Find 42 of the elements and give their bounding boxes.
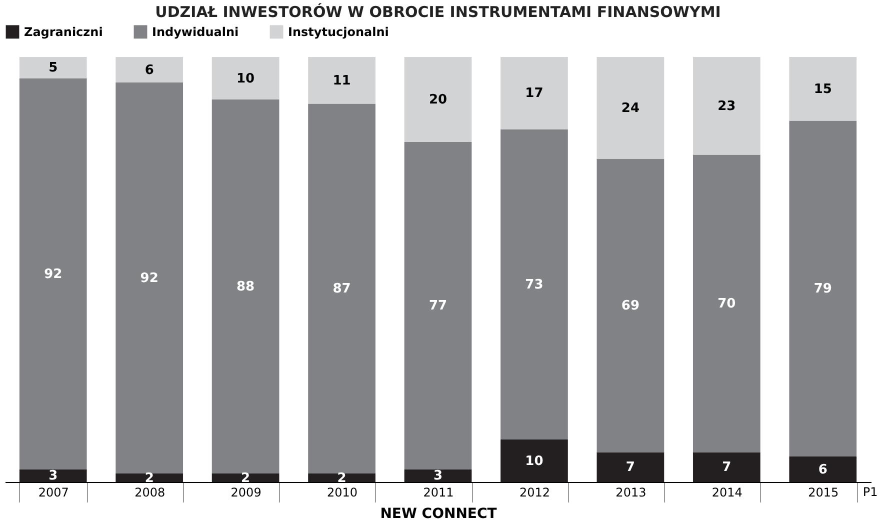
data-label: 24	[621, 101, 640, 116]
data-label: 92	[44, 266, 62, 282]
data-label: 69	[621, 298, 640, 314]
x-tick-label: 2014	[712, 486, 742, 500]
data-label: 87	[332, 282, 351, 297]
data-label: 10	[236, 71, 255, 86]
x-tick-label: 2009	[230, 486, 262, 500]
data-label: 20	[428, 92, 448, 108]
legend-label: Indywidualni	[152, 24, 239, 39]
data-label: 79	[814, 282, 832, 297]
x-tick-label: 2011	[423, 486, 454, 500]
data-label: 11	[332, 73, 351, 88]
data-label: 23	[718, 98, 736, 114]
text: P1	[862, 485, 878, 499]
data-label: 3	[433, 468, 443, 484]
x-tick-label: 2013	[616, 486, 646, 500]
chart-title: UDZIAŁ INWESTORÓW W OBROCIE INSTRUMENTAMI FINANSOWYMI	[155, 3, 721, 21]
data-label: 92	[140, 271, 158, 286]
data-label: 73	[525, 277, 544, 292]
data-label: 77	[428, 298, 448, 314]
data-label: 7	[722, 460, 732, 476]
x-tick-label: 2007	[38, 486, 69, 500]
data-label: 5	[48, 60, 58, 76]
data-label: 7	[626, 460, 635, 476]
data-label: 10	[525, 454, 544, 469]
data-label: 2	[241, 470, 250, 486]
x-axis-title: NEW CONNECT	[380, 506, 498, 522]
legend-label: Zagraniczni	[24, 24, 103, 39]
data-label: 88	[236, 280, 255, 294]
data-label: 2	[337, 470, 346, 486]
data-label: 3	[48, 468, 58, 484]
x-tick-label: 2010	[327, 486, 358, 500]
data-label: 6	[144, 62, 154, 78]
data-label: 70	[718, 296, 736, 312]
data-label: 2	[144, 470, 154, 486]
data-label: 17	[525, 86, 544, 102]
x-tick-label: 2008	[134, 486, 166, 500]
x-tick-label: 2015	[808, 486, 839, 500]
data-label: 15	[814, 82, 832, 97]
legend-label: Instytucjonalni	[288, 24, 389, 39]
data-label: 6	[818, 462, 828, 478]
x-tick-label: 2012	[519, 486, 550, 500]
